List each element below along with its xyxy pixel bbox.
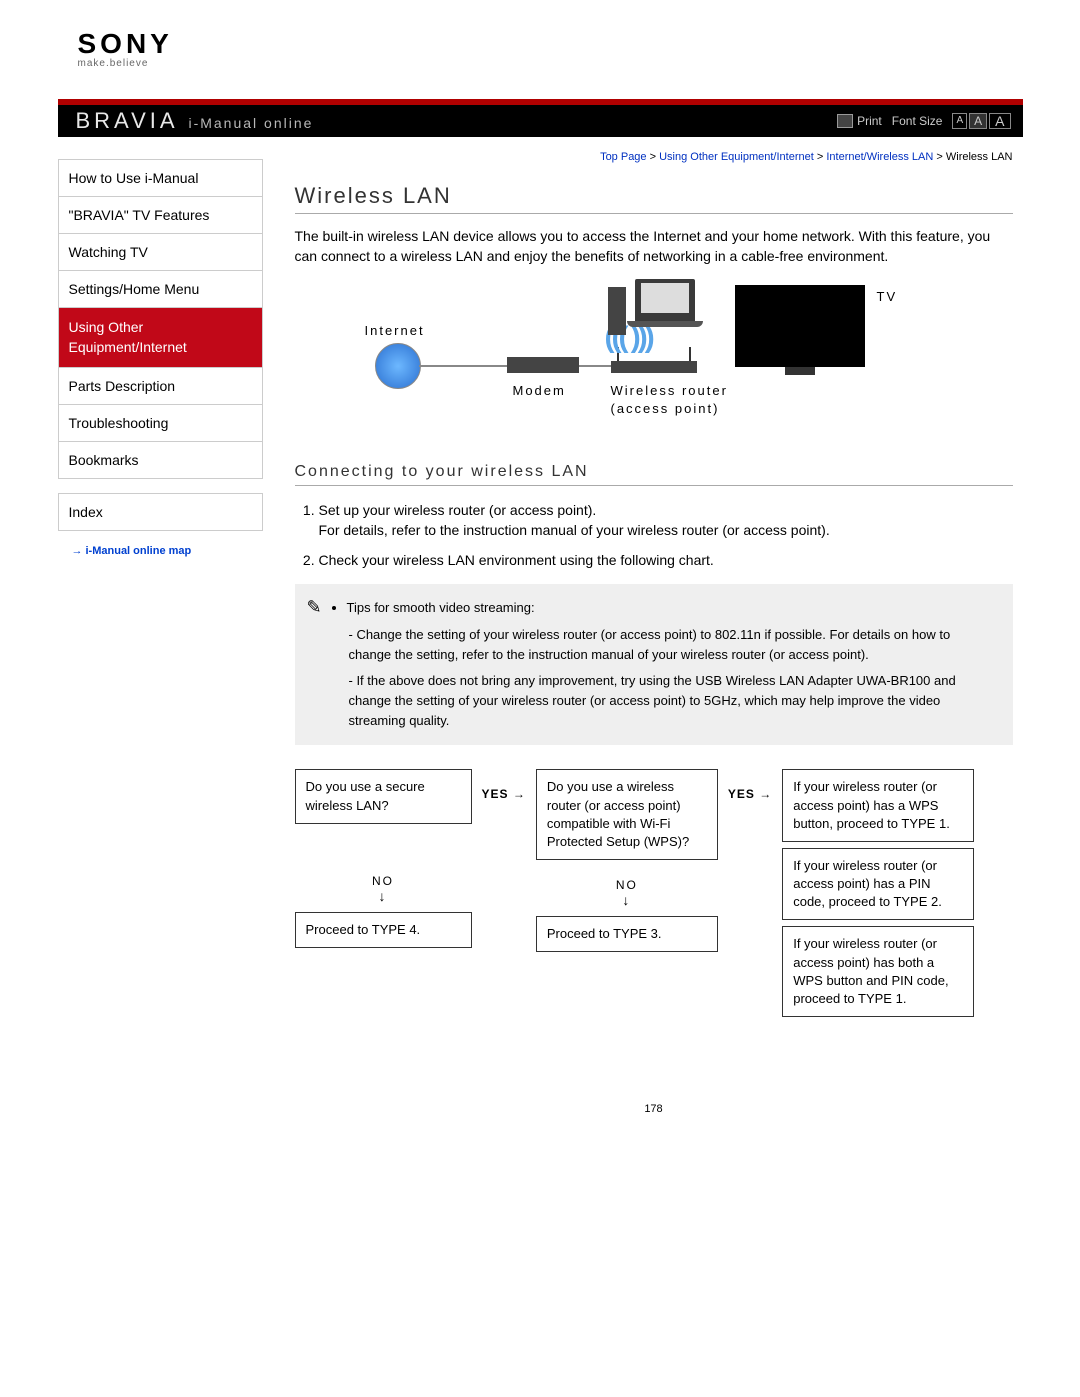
breadcrumb-wireless[interactable]: Internet/Wireless LAN — [826, 151, 933, 163]
nav-settings-home[interactable]: Settings/Home Menu — [59, 271, 262, 308]
line-2 — [579, 365, 611, 367]
label-tv: TV — [877, 289, 898, 304]
print-icon — [837, 114, 853, 128]
tip-1: - Change the setting of your wireless ro… — [335, 625, 995, 665]
nav-menu: How to Use i-Manual "BRAVIA" TV Features… — [58, 159, 263, 479]
laptop-icon — [635, 279, 695, 323]
tip-2: - If the above does not bring any improv… — [335, 671, 995, 731]
flow-yes-2: YES → — [718, 769, 782, 801]
title-left: BRAVIA i-Manual online — [76, 108, 314, 134]
nav-watching-tv[interactable]: Watching TV — [59, 234, 262, 271]
breadcrumb-equipment[interactable]: Using Other Equipment/Internet — [659, 151, 814, 163]
font-medium-button[interactable]: A — [969, 113, 987, 129]
step-2: Check your wireless LAN environment usin… — [319, 550, 1013, 570]
page-title: Wireless LAN — [295, 183, 1013, 214]
title-right: Print Font Size A A A — [837, 113, 1010, 129]
flow-result-2: If your wireless router (or access point… — [782, 848, 974, 921]
flow-q2: Do you use a wireless router (or access … — [536, 769, 718, 860]
flow-type4: Proceed to TYPE 4. — [295, 912, 472, 948]
nav-parts-description[interactable]: Parts Description — [59, 368, 262, 405]
sidebar: How to Use i-Manual "BRAVIA" TV Features… — [58, 145, 275, 1145]
manual-label: i-Manual online — [188, 115, 313, 131]
flow-no-1: NO↓ — [372, 874, 394, 904]
breadcrumb-top-page[interactable]: Top Page — [600, 151, 646, 163]
steps-list: Set up your wireless router (or access p… — [295, 500, 1013, 571]
flowchart: Do you use a secure wireless LAN? NO↓ Pr… — [295, 769, 1013, 1023]
tv-icon — [735, 285, 865, 367]
pc-tower-icon — [608, 287, 626, 335]
router-icon — [611, 361, 697, 373]
logo-area: SONY make.believe — [58, 0, 1023, 99]
brand-logo: SONY — [78, 28, 1023, 60]
print-button[interactable]: Print — [837, 114, 882, 128]
section-connecting: Connecting to your wireless LAN — [295, 463, 1013, 486]
flow-type3: Proceed to TYPE 3. — [536, 916, 718, 952]
breadcrumb: Top Page > Using Other Equipment/Interne… — [295, 145, 1013, 173]
flow-yes-1: YES → — [472, 769, 536, 801]
print-label: Print — [857, 114, 882, 128]
breadcrumb-current: Wireless LAN — [946, 151, 1013, 163]
nav-bravia-features[interactable]: "BRAVIA" TV Features — [59, 197, 262, 234]
flow-no-2: NO↓ — [616, 878, 638, 908]
brand-tagline: make.believe — [78, 58, 1023, 69]
nav-index[interactable]: Index — [58, 493, 263, 531]
flow-result-1: If your wireless router (or access point… — [782, 769, 974, 842]
tips-box: ✎ Tips for smooth video streaming: - Cha… — [295, 584, 1013, 745]
label-internet: Internet — [365, 323, 425, 338]
nav-bookmarks[interactable]: Bookmarks — [59, 442, 262, 478]
main-content: Top Page > Using Other Equipment/Interne… — [275, 145, 1023, 1145]
font-large-button[interactable]: A — [989, 113, 1010, 129]
step-1: Set up your wireless router (or access p… — [319, 500, 1013, 541]
font-size-buttons: A A A — [952, 113, 1010, 129]
font-small-button[interactable]: A — [952, 113, 967, 129]
label-router: Wireless router — [611, 383, 728, 398]
flow-q1: Do you use a secure wireless LAN? — [295, 769, 472, 823]
arrow-icon: → — [72, 545, 83, 557]
flow-result-3: If your wireless router (or access point… — [782, 926, 974, 1017]
fontsize-label: Font Size — [892, 114, 943, 128]
modem-icon — [507, 357, 579, 373]
globe-icon — [375, 343, 421, 389]
network-diagram: ((( ))) Internet Modem Wireless router (… — [335, 279, 1013, 439]
label-ap: (access point) — [611, 401, 720, 416]
nav-using-other-equipment[interactable]: Using Other Equipment/Internet — [59, 308, 262, 368]
online-map-link[interactable]: →i-Manual online map — [72, 545, 263, 557]
label-modem: Modem — [513, 383, 566, 398]
intro-text: The built-in wireless LAN device allows … — [295, 226, 1013, 267]
bravia-label: BRAVIA — [76, 108, 179, 133]
nav-troubleshooting[interactable]: Troubleshooting — [59, 405, 262, 442]
title-bar: BRAVIA i-Manual online Print Font Size A… — [58, 105, 1023, 137]
nav-how-to-use[interactable]: How to Use i-Manual — [59, 160, 262, 197]
page-number: 178 — [295, 1103, 1013, 1145]
pen-icon: ✎ — [307, 594, 322, 622]
tips-header: Tips for smooth video streaming: — [347, 598, 995, 618]
line-1 — [419, 365, 507, 367]
